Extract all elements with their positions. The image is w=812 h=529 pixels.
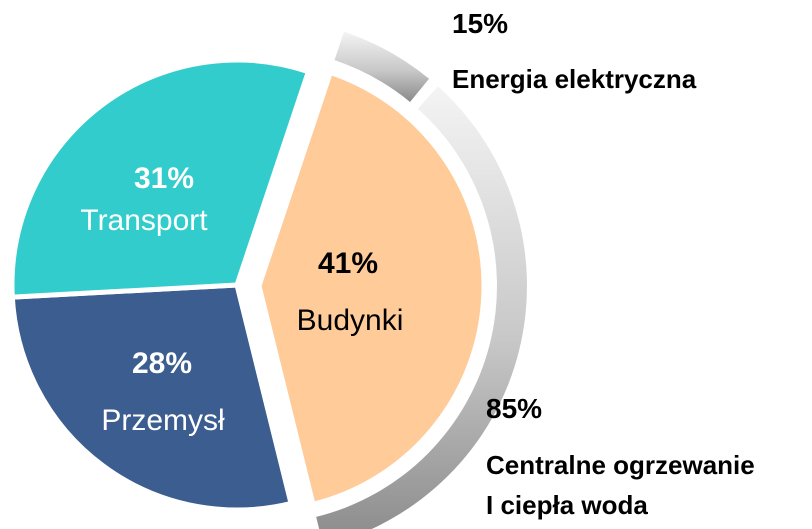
breakdown-arc-1 — [334, 31, 430, 102]
pie-slice-przemys — [9, 282, 294, 513]
breakdown-label-ogrzewanie-line2: I ciepła woda — [486, 490, 648, 520]
pie-slice-transport — [9, 57, 311, 300]
breakdown-label-ogrzewanie-line1: Centralne ogrzewanie — [486, 450, 755, 480]
slice-label-budynki: Budynki — [297, 304, 404, 337]
slice-percent-transport: 31% — [134, 162, 194, 195]
breakdown-label-energia: Energia elektryczna — [452, 64, 697, 94]
slice-label-przemysl: Przemysł — [101, 404, 225, 437]
breakdown-percent-ogrzewanie: 85% — [486, 393, 542, 424]
breakdown-arc-2 — [316, 86, 527, 529]
breakdown-percent-energia: 15% — [452, 8, 508, 39]
slice-percent-budynki: 41% — [318, 247, 378, 280]
slice-percent-przemysl: 28% — [132, 347, 192, 380]
slice-label-transport: Transport — [80, 204, 208, 237]
pie-slice-budynki — [256, 70, 487, 507]
